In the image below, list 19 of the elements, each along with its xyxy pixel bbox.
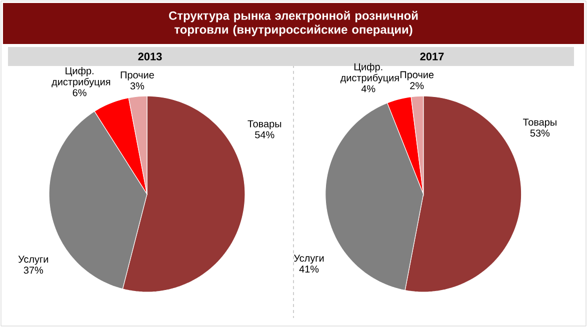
data-label: 4% — [361, 85, 376, 92]
chart-title: 2017 — [420, 52, 444, 60]
slice-label: Прочие — [120, 72, 154, 80]
data-label: 2% — [410, 82, 424, 90]
slice-label: Прочие — [400, 71, 434, 80]
slice-label: Товары — [248, 120, 282, 130]
chart-title: Структура рынка электронной розничной торговли (внутрироссийские операции) — [169, 10, 418, 36]
slice-label: Цифр. дистрибуция — [52, 67, 110, 88]
slice-label: Цифр. дистрибуция — [340, 63, 399, 84]
data-label: 3% — [130, 82, 144, 90]
slice-label: Услуги — [18, 256, 48, 265]
slice-label: Услуги — [294, 254, 324, 264]
data-label: 54% — [255, 131, 274, 138]
slice-label: Товары — [523, 118, 556, 128]
data-label: 37% — [24, 266, 44, 274]
data-label: 41% — [299, 266, 319, 273]
data-label: 53% — [530, 130, 550, 137]
chart-subtitle: 2013 — [138, 52, 162, 60]
data-label: 6% — [72, 89, 86, 96]
